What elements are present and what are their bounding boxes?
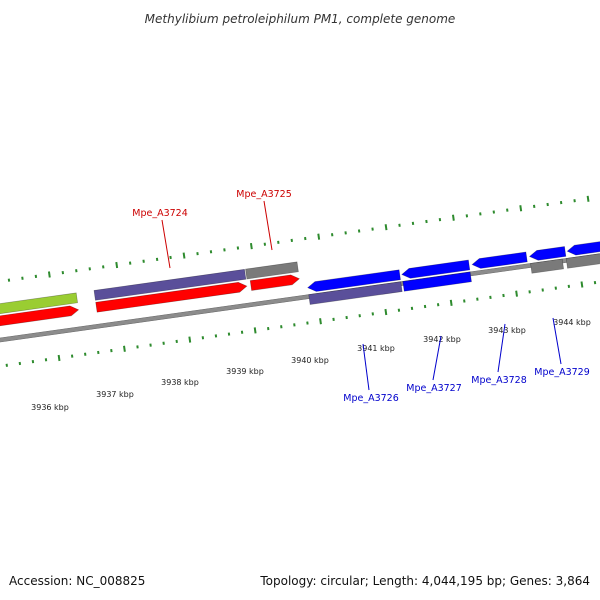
gene-label-leader [432, 335, 442, 381]
inner-tick [384, 308, 388, 316]
forward-gene-segment [93, 268, 247, 301]
inner-tick [253, 327, 257, 334]
gene-label: Mpe_A3725 [236, 189, 292, 200]
reverse-cds-arrow [528, 246, 567, 261]
gene-label-leader [497, 323, 506, 373]
inner-tick [188, 336, 192, 343]
gene-label-leader [552, 317, 562, 365]
reverse-gene-segment [308, 281, 403, 305]
gene-label-leader [161, 219, 171, 269]
outer-tick [519, 205, 523, 212]
reverse-cds-arrow [566, 241, 600, 256]
kbp-tick-label: 3938 kbp [161, 378, 199, 387]
outer-tick [317, 233, 321, 240]
inner-tick [123, 345, 126, 352]
reverse-cds-arrow [307, 269, 401, 292]
outer-tick [249, 242, 253, 250]
inner-tick [319, 318, 322, 325]
outer-tick [182, 252, 186, 259]
kbp-tick-label: 3937 kbp [96, 390, 134, 399]
kbp-tick-label: 3942 kbp [423, 335, 461, 344]
genome-summary-text: Topology: circular; Length: 4,044,195 bp… [260, 574, 590, 588]
map-title: Methylibium petroleiphilum PM1, complete… [145, 12, 456, 26]
kbp-tick-label: 3941 kbp [357, 344, 395, 353]
inner-tick [580, 281, 584, 288]
gene-label: Mpe_A3729 [534, 367, 590, 378]
forward-cds-arrow [249, 274, 300, 291]
reverse-gene-segment [530, 258, 564, 274]
outer-tick [47, 271, 51, 278]
forward-cds-arrow [0, 305, 80, 327]
gene-label: Mpe_A3727 [406, 383, 462, 394]
forward-cds-arrow [95, 281, 248, 313]
gene-label-leader [362, 343, 370, 391]
kbp-tick-label: 3943 kbp [488, 326, 526, 335]
forward-gene-segment [0, 292, 78, 315]
feature-track [0, 241, 600, 327]
inner-tick [57, 354, 61, 362]
outer-tick [586, 195, 590, 202]
outer-tick [115, 261, 119, 269]
outer-tick [451, 214, 455, 221]
gene-label-layer: Mpe_A3724 Mpe_A3725 Mpe_A3726 Mpe_A3727 Mpe_… [132, 189, 590, 404]
outer-tick [384, 224, 388, 231]
kbp-tick-label: 3944 kbp [553, 318, 591, 327]
kbp-tick-label: 3939 kbp [226, 367, 264, 376]
kbp-tick-label: 3936 kbp [31, 403, 69, 412]
reverse-cds-arrow [401, 259, 471, 279]
reverse-gene-segment [565, 253, 600, 269]
inner-tick [515, 290, 518, 297]
kbp-tick-label: 3940 kbp [291, 356, 329, 365]
outer-tick-track [7, 195, 590, 282]
gene-label: Mpe_A3728 [471, 375, 527, 386]
reverse-gene-segment [402, 271, 472, 292]
gene-label: Mpe_A3726 [343, 393, 399, 404]
forward-gene-segment [245, 261, 299, 280]
reverse-cds-arrow [471, 251, 528, 269]
inner-tick [449, 299, 453, 306]
gene-label-leader [263, 200, 273, 251]
gene-label: Mpe_A3724 [132, 208, 188, 219]
inner-tick-track: 3936 kbp 3937 kbp 3938 kbp 3939 kbp 3940 kbp… [5, 281, 597, 412]
accession-text: Accession: NC_008825 [9, 574, 146, 588]
